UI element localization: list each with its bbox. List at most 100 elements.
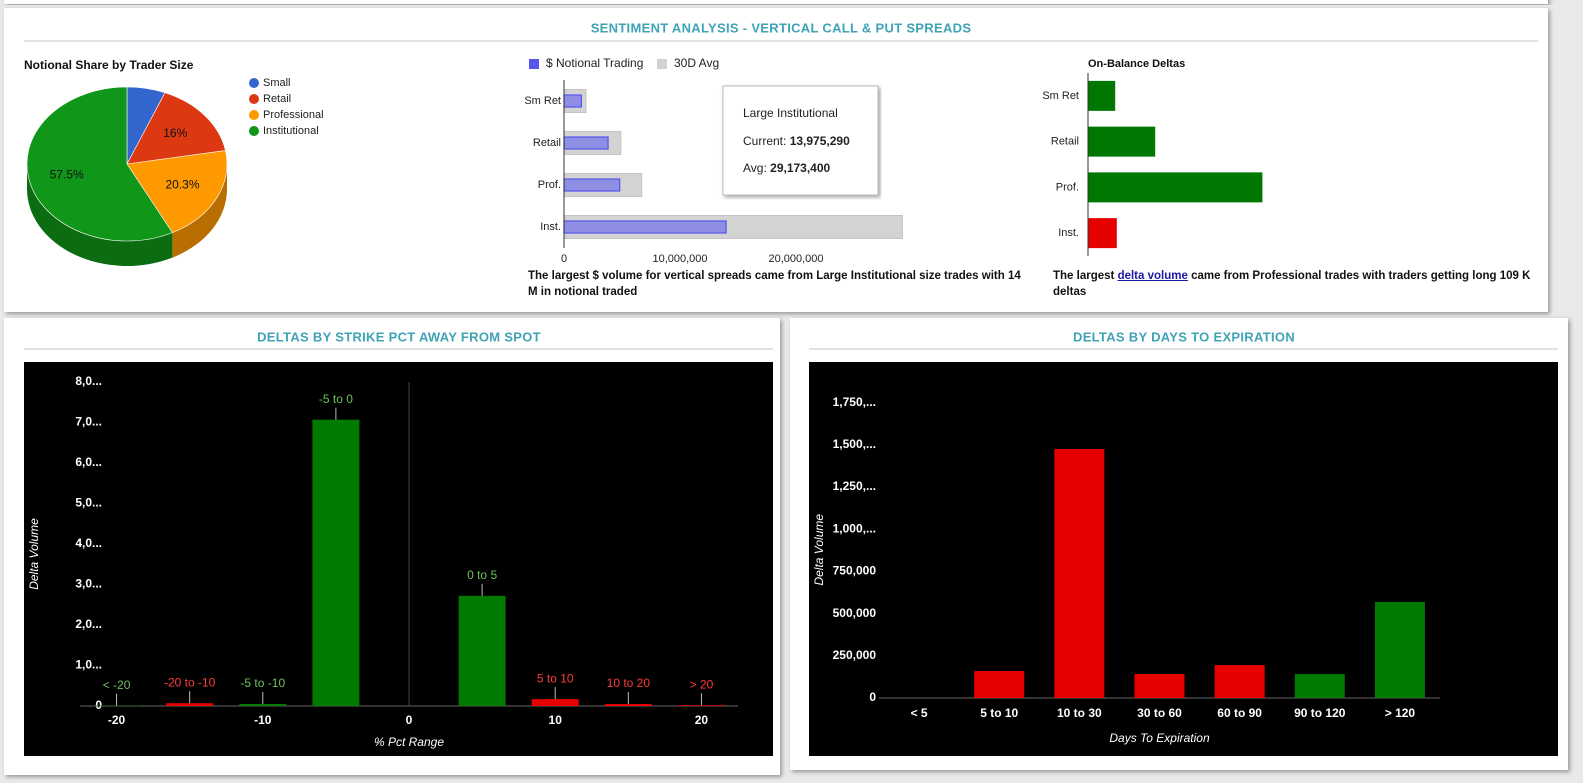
y-tick-label: 2,0... bbox=[75, 617, 102, 631]
y-tick-label: 500,000 bbox=[833, 606, 877, 620]
tooltip-label: Current: bbox=[743, 134, 790, 148]
annotation: 5 to 10 bbox=[537, 671, 574, 685]
pie-slice-side bbox=[27, 164, 173, 266]
annotation: -20 to -10 bbox=[164, 675, 216, 689]
bar bbox=[1088, 126, 1156, 157]
panel bbox=[4, 0, 1548, 4]
x-tick-label: 10,000,000 bbox=[652, 253, 707, 265]
annotation: > 20 bbox=[690, 677, 714, 691]
legend-label: Retail bbox=[263, 93, 291, 105]
legend-swatch bbox=[657, 59, 667, 69]
bar bbox=[563, 136, 609, 150]
y-tick-label: 3,0... bbox=[75, 577, 102, 591]
x-tick-label: -20 bbox=[108, 713, 126, 727]
tooltip-label: Avg: bbox=[743, 161, 770, 175]
x-axis-label: % Pct Range bbox=[374, 735, 444, 749]
panel-title: DELTAS BY DAYS TO EXPIRATION bbox=[1073, 329, 1295, 344]
annotation: -5 to 0 bbox=[319, 392, 353, 406]
x-tick-label: 60 to 90 bbox=[1217, 706, 1262, 720]
tooltip-value: 29,173,400 bbox=[770, 161, 830, 175]
caption: The largest $ volume for vertical spread… bbox=[528, 270, 1021, 298]
y-axis-label: Delta Volume bbox=[27, 518, 41, 590]
x-tick-label: < 5 bbox=[911, 706, 928, 720]
annotation: 10 to 20 bbox=[607, 676, 651, 690]
y-tick-label: 1,750,... bbox=[833, 395, 876, 409]
y-tick-label: Sm Ret bbox=[1042, 90, 1079, 102]
tooltip-row: Current: 13,975,290 bbox=[743, 134, 850, 148]
bar bbox=[1294, 674, 1345, 698]
legend-label: Small bbox=[263, 77, 291, 89]
caption-link[interactable]: delta volume bbox=[1117, 270, 1188, 282]
data-label: 57.5% bbox=[50, 167, 84, 181]
bar bbox=[1374, 601, 1425, 698]
y-axis-label: Delta Volume bbox=[812, 514, 826, 586]
legend-swatch bbox=[249, 126, 259, 136]
y-tick-label: 1,500,... bbox=[833, 437, 876, 451]
x-tick-label: 20 bbox=[695, 713, 709, 727]
y-tick-label: 1,000,... bbox=[833, 521, 876, 535]
tooltip bbox=[722, 85, 879, 196]
tooltip-title: Large Institutional bbox=[743, 106, 838, 120]
legend-swatch bbox=[249, 94, 259, 104]
legend-swatch bbox=[249, 110, 259, 120]
pie-slice bbox=[126, 150, 228, 233]
y-tick-label: Sm Ret bbox=[524, 95, 561, 107]
x-tick-label: -10 bbox=[254, 713, 272, 727]
annotation: < -20 bbox=[103, 678, 131, 692]
tooltip-value: 13,975,290 bbox=[790, 134, 850, 148]
annotation: -5 to -10 bbox=[240, 676, 285, 690]
caption: The largest delta volume came from Profe… bbox=[1053, 268, 1538, 300]
y-tick-label: 5,0... bbox=[75, 496, 102, 510]
legend-label: 30D Avg bbox=[674, 56, 719, 70]
pie-slice bbox=[26, 86, 173, 242]
y-tick-label: 1,250,... bbox=[833, 479, 876, 493]
x-tick-label: 5 to 10 bbox=[980, 706, 1018, 720]
legend-label: $ Notional Trading bbox=[546, 56, 643, 70]
bar bbox=[563, 94, 582, 108]
panel-title: DELTAS BY STRIKE PCT AWAY FROM SPOT bbox=[257, 329, 541, 344]
legend-label: Professional bbox=[263, 109, 324, 121]
bar bbox=[563, 220, 727, 234]
x-tick-label: 10 bbox=[549, 713, 563, 727]
y-tick-label: Prof. bbox=[538, 179, 561, 191]
x-tick-label: 30 to 60 bbox=[1137, 706, 1182, 720]
y-tick-label: Inst. bbox=[540, 221, 561, 233]
x-tick-label: 90 to 120 bbox=[1294, 706, 1346, 720]
bar bbox=[974, 670, 1025, 698]
y-tick-label: 750,000 bbox=[833, 564, 877, 578]
x-tick-label: 10 to 30 bbox=[1057, 706, 1102, 720]
x-tick-label: 0 bbox=[561, 253, 567, 265]
bar bbox=[1088, 80, 1116, 111]
bar bbox=[1214, 665, 1265, 698]
y-tick-label: 0 bbox=[95, 698, 102, 712]
bar bbox=[1134, 674, 1185, 698]
y-tick-label: 0 bbox=[869, 690, 876, 704]
bar bbox=[458, 595, 506, 706]
tooltip-row: Avg: 29,173,400 bbox=[743, 161, 831, 175]
pie-slice-side bbox=[172, 164, 227, 258]
chart-title: Notional Share by Trader Size bbox=[24, 58, 194, 72]
y-tick-label: 7,0... bbox=[75, 415, 102, 429]
panel-title: SENTIMENT ANALYSIS - VERTICAL CALL & PUT… bbox=[591, 20, 972, 35]
x-tick-label: 0 bbox=[406, 713, 413, 727]
annotation: 0 to 5 bbox=[467, 568, 497, 582]
y-tick-label: 1,0... bbox=[75, 658, 102, 672]
caption-text: The largest bbox=[1053, 270, 1118, 282]
legend-label: Institutional bbox=[263, 125, 319, 137]
bar bbox=[166, 703, 214, 706]
plot-background bbox=[24, 362, 773, 756]
bar bbox=[1054, 449, 1105, 698]
x-tick-label: 20,000,000 bbox=[768, 253, 823, 265]
bar bbox=[563, 178, 621, 192]
y-tick-label: 8,0... bbox=[75, 374, 102, 388]
y-tick-label: Inst. bbox=[1058, 227, 1079, 239]
y-tick-label: Prof. bbox=[1056, 181, 1079, 193]
y-tick-label: 250,000 bbox=[833, 648, 877, 662]
legend-swatch bbox=[529, 59, 539, 69]
y-tick-label: 4,0... bbox=[75, 536, 102, 550]
bar bbox=[531, 699, 579, 706]
bar bbox=[677, 705, 725, 706]
data-label: 20.3% bbox=[165, 177, 199, 191]
